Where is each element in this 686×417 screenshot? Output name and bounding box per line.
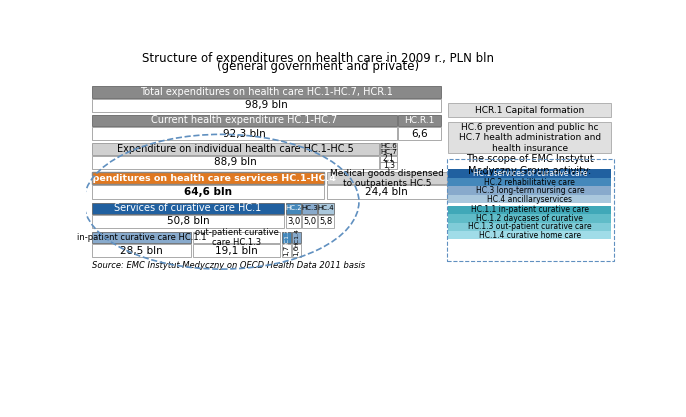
Text: 88,9 bln: 88,9 bln — [214, 157, 257, 167]
Text: 3,0: 3,0 — [287, 217, 300, 226]
Text: 92,3 bln: 92,3 bln — [223, 128, 265, 138]
Bar — [92, 115, 397, 126]
Bar — [302, 203, 318, 214]
Text: HC.1.3 out-patient curative care: HC.1.3 out-patient curative care — [468, 222, 591, 231]
Text: HC.2 rehabilitative care: HC.2 rehabilitative care — [484, 178, 576, 186]
Bar — [449, 195, 611, 203]
Text: 2,1: 2,1 — [383, 154, 394, 163]
Bar — [327, 185, 447, 198]
Bar — [92, 244, 191, 257]
Text: HC.6 prevention and public hc
HC.7 health administration and
health insurance: HC.6 prevention and public hc HC.7 healt… — [459, 123, 601, 153]
Text: HC.6: HC.6 — [381, 143, 397, 149]
Bar — [92, 156, 379, 168]
Text: Expenditure on individual health care HC.1-HC.5: Expenditure on individual health care HC… — [117, 144, 354, 154]
Bar — [398, 127, 440, 140]
Text: The scope of EMC Instytut
Medyczny Group activity:: The scope of EMC Instytut Medyczny Group… — [466, 154, 593, 176]
Text: Structure of expenditures on health care in 2009 r., PLN bln: Structure of expenditures on health care… — [142, 52, 494, 65]
Bar — [292, 232, 301, 243]
Bar — [92, 143, 379, 155]
Text: Current health expenditure HC.1-HC.7: Current health expenditure HC.1-HC.7 — [151, 116, 338, 126]
Text: 1,3: 1,3 — [383, 161, 394, 170]
Bar — [447, 158, 614, 261]
Text: HC.3 long-term nursing care: HC.3 long-term nursing care — [475, 186, 584, 195]
Bar — [318, 203, 334, 214]
Text: HC.4: HC.4 — [318, 205, 334, 211]
Text: in-patient curative care HC.1.1: in-patient curative care HC.1.1 — [77, 233, 206, 242]
Bar — [292, 244, 301, 257]
Bar — [92, 185, 324, 198]
Text: HC.3: HC.3 — [301, 205, 318, 211]
Text: HC1.2: HC1.2 — [284, 228, 289, 247]
Bar — [449, 214, 611, 223]
Text: HC.1.4 curative home care: HC.1.4 curative home care — [479, 231, 581, 240]
Text: HC.4 ancillaryservices: HC.4 ancillaryservices — [487, 195, 572, 203]
Bar — [327, 173, 447, 184]
Text: Medical goods dispensed
to outpatients HC.5: Medical goods dispensed to outpatients H… — [330, 168, 444, 188]
Text: 24,4 bln: 24,4 bln — [366, 187, 408, 197]
Bar — [92, 173, 324, 184]
Bar — [193, 244, 281, 257]
Text: 19,1 bln: 19,1 bln — [215, 246, 258, 256]
Text: Services of curative care HC.1: Services of curative care HC.1 — [115, 203, 261, 213]
Text: Source: EMC Instytut Medyczny on OECD Health Data 2011 basis: Source: EMC Instytut Medyczny on OECD He… — [92, 261, 365, 270]
Bar — [449, 178, 611, 186]
Text: Expenditures on health care services HC.1-HC.4: Expenditures on health care services HC.… — [80, 174, 336, 183]
Text: 1,7: 1,7 — [283, 245, 289, 256]
Text: (general government and private): (general government and private) — [217, 60, 419, 73]
Bar — [380, 163, 397, 168]
Text: 1,6: 1,6 — [294, 245, 300, 256]
Text: 5,8: 5,8 — [320, 217, 333, 226]
Bar — [92, 203, 284, 214]
Bar — [285, 203, 301, 214]
Text: HC.R.1: HC.R.1 — [404, 116, 434, 125]
Bar — [398, 115, 440, 126]
Text: HC.2: HC.2 — [285, 205, 302, 211]
Bar — [449, 103, 611, 117]
Bar — [380, 149, 397, 155]
Bar — [285, 215, 301, 228]
Bar — [282, 232, 291, 243]
Text: HC.1.1 in-patient curative care: HC.1.1 in-patient curative care — [471, 205, 589, 214]
Text: HC.1.2 daycases of curative: HC.1.2 daycases of curative — [476, 214, 583, 223]
Bar — [92, 86, 440, 98]
Text: 6,6: 6,6 — [411, 128, 427, 138]
Bar — [449, 223, 611, 231]
Text: HCR.1 Capital formation: HCR.1 Capital formation — [475, 106, 584, 115]
Bar — [92, 127, 397, 140]
Text: 5,0: 5,0 — [303, 217, 316, 226]
Bar — [302, 215, 318, 228]
Text: 50,8 bln: 50,8 bln — [167, 216, 209, 226]
Text: Total expenditures on health care HC.1-HC.7, HCR.1: Total expenditures on health care HC.1-H… — [140, 87, 393, 97]
Text: out-patient curative
care HC.1.3: out-patient curative care HC.1.3 — [195, 228, 279, 247]
Bar — [193, 232, 281, 243]
Bar — [92, 98, 440, 112]
Text: HC.7: HC.7 — [381, 149, 397, 155]
Bar — [282, 244, 291, 257]
Bar — [449, 231, 611, 239]
Bar — [449, 186, 611, 195]
Bar — [92, 232, 191, 243]
Bar — [380, 143, 397, 149]
Text: 64,6 bln: 64,6 bln — [185, 187, 232, 197]
Bar — [318, 215, 334, 228]
Bar — [449, 206, 611, 214]
Text: HC1.4: HC1.4 — [294, 228, 299, 247]
Bar — [449, 123, 611, 153]
Text: 28,5 bln: 28,5 bln — [120, 246, 163, 256]
Bar — [92, 215, 284, 228]
Text: HC.1 services of curative care: HC.1 services of curative care — [473, 169, 587, 178]
Text: 98,9 bln: 98,9 bln — [245, 100, 287, 110]
Bar — [380, 156, 397, 163]
Bar — [449, 169, 611, 178]
